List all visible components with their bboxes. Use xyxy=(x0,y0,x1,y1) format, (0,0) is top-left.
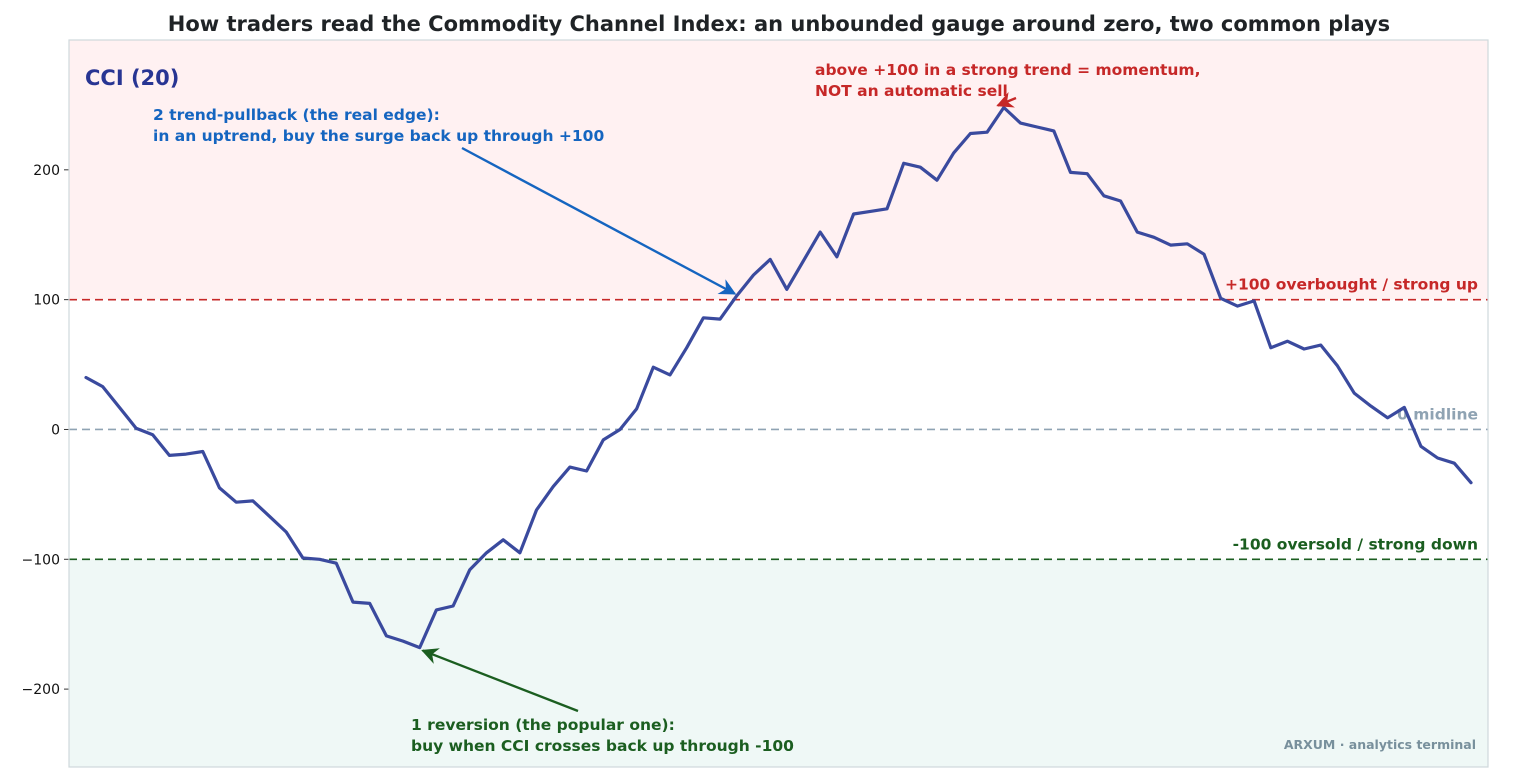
reference-line-label-0: +100 overbought / strong up xyxy=(1225,276,1478,294)
annotation-reversion-line-0: 1 reversion (the popular one): xyxy=(411,716,675,734)
overbought-zone xyxy=(69,40,1488,300)
y-tick-label-1: 100 xyxy=(33,293,60,309)
reference-line-label-2: -100 oversold / strong down xyxy=(1233,535,1478,553)
annotation-reversion-line-1: buy when CCI crosses back up through -10… xyxy=(411,737,794,755)
annotation-pullback: 2 trend-pullback (the real edge): in an u… xyxy=(153,106,737,295)
annotation-pullback-line-1: in an uptrend, buy the surge back up thr… xyxy=(153,127,604,145)
reference-lines: +100 overbought / strong up 0 midline -100… xyxy=(69,276,1488,561)
annotation-pullback-line-0: 2 trend-pullback (the real edge): xyxy=(153,106,440,124)
chart-title: How traders read the Commodity Channel I… xyxy=(168,12,1390,36)
y-tick-label-2: 0 xyxy=(51,422,60,438)
y-tick-label-3: −100 xyxy=(22,552,60,568)
plot-frame xyxy=(68,39,1489,768)
annotation-pullback-arrow xyxy=(461,146,737,295)
annotation-momentum-line-1: NOT an automatic sell xyxy=(815,82,1008,100)
annotation-momentum-line-0: above +100 in a strong trend = momentum, xyxy=(815,61,1200,79)
annotation-layer: 2 trend-pullback (the real edge): in an u… xyxy=(153,61,1200,755)
series-layer xyxy=(84,105,1473,650)
y-axis: 200 100 0 −100 −200 xyxy=(22,163,69,698)
panel-label: CCI (20) xyxy=(85,66,179,90)
annotation-reversion: 1 reversion (the popular one): buy when C… xyxy=(411,648,794,755)
oversold-zone xyxy=(69,559,1488,767)
watermark: ARXUM · analytics terminal xyxy=(1284,737,1476,752)
annotation-momentum-arrow xyxy=(996,91,1017,108)
reference-line-label-1: 0 midline xyxy=(1397,405,1478,423)
y-tick-label-0: 200 xyxy=(33,163,60,179)
cci-series-line xyxy=(84,105,1473,650)
annotation-momentum: above +100 in a strong trend = momentum,… xyxy=(815,61,1200,108)
annotation-reversion-arrow xyxy=(421,648,579,713)
y-tick-label-4: −200 xyxy=(22,682,60,698)
